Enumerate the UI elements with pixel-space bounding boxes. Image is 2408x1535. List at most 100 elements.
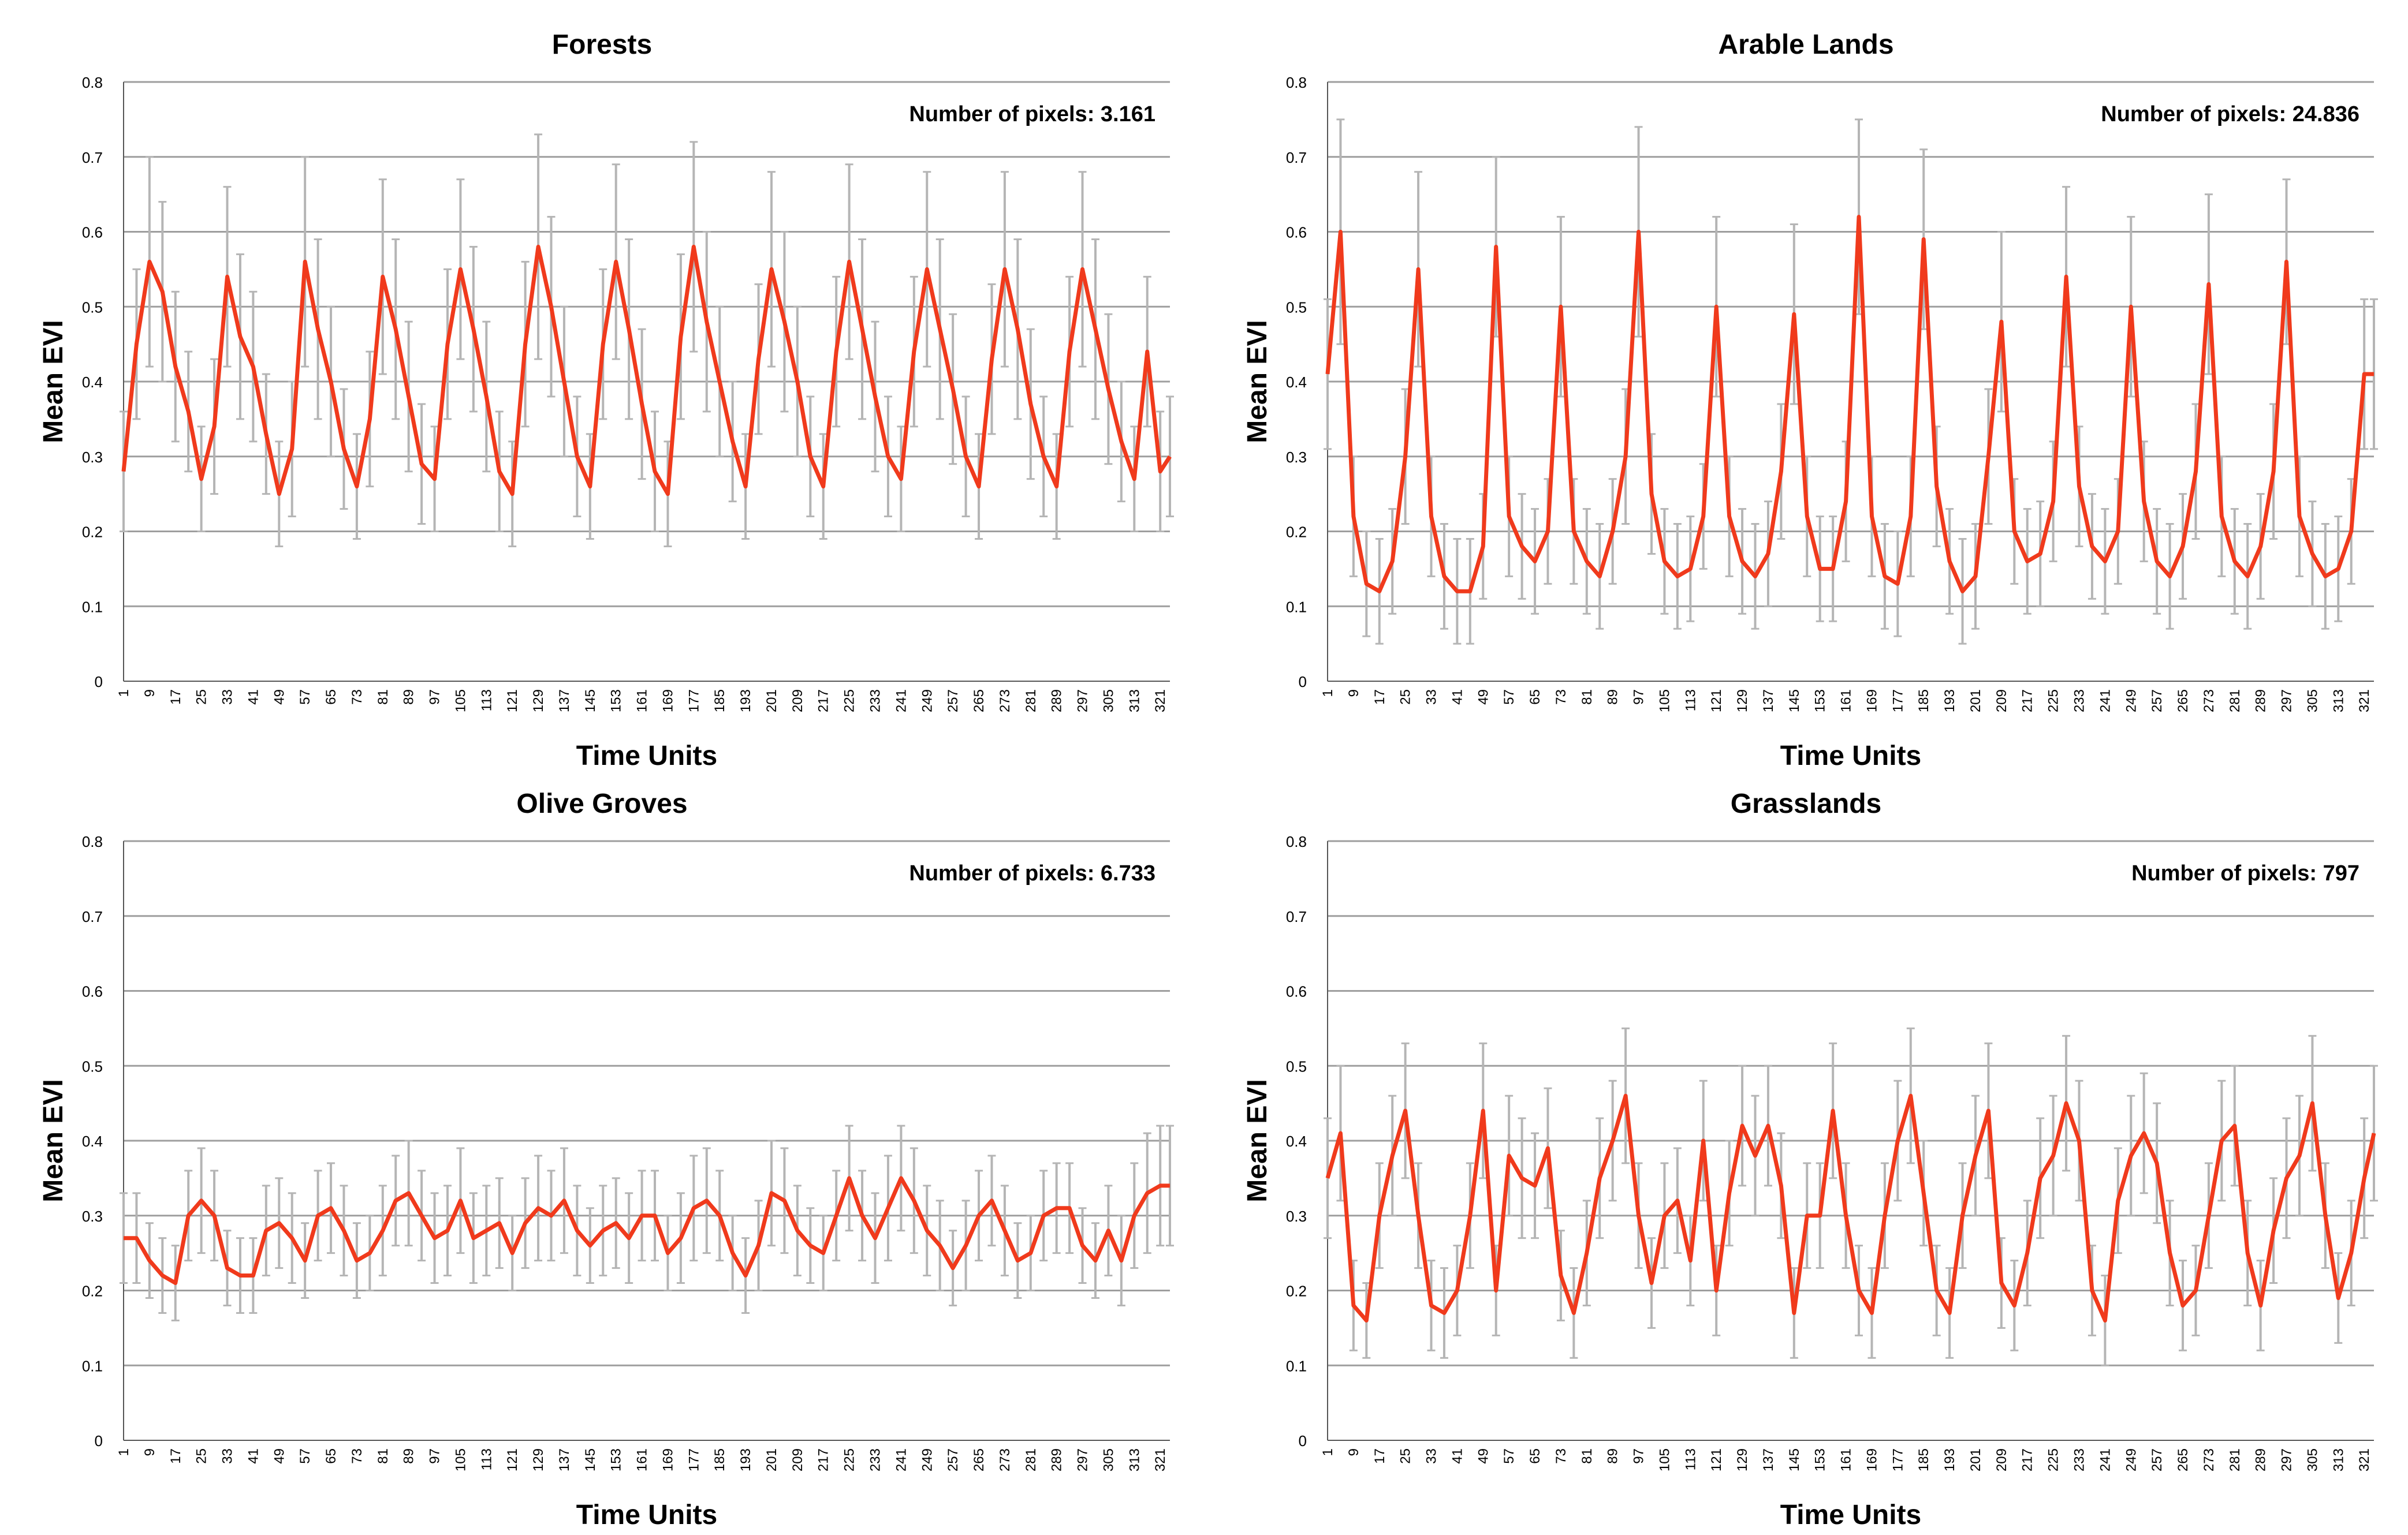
x-tick-label: 1: [116, 1448, 132, 1456]
y-tick-label: 0.5: [82, 1058, 103, 1075]
x-tick-label: 81: [375, 1448, 391, 1464]
x-tick-label: 177: [686, 689, 702, 712]
x-tick-label: 201: [764, 689, 780, 712]
y-tick-label: 0.7: [82, 149, 103, 166]
x-tick-label: 137: [557, 1448, 572, 1471]
chart-title: Grasslands: [1730, 789, 1882, 819]
x-tick-label: 169: [660, 1448, 676, 1471]
x-tick-label: 153: [1813, 1448, 1828, 1471]
x-tick-label: 17: [168, 1448, 184, 1464]
x-axis-title: Time Units: [1780, 1500, 1922, 1530]
pixel-count-annotation: Number of pixels: 797: [2131, 861, 2359, 886]
x-tick-label: 49: [1475, 1448, 1491, 1464]
x-tick-label: 113: [1683, 1448, 1698, 1470]
y-tick-label: 0.6: [82, 983, 103, 1000]
x-tick-label: 97: [1631, 689, 1647, 705]
y-tick-label: 0: [95, 673, 103, 690]
x-tick-label: 9: [142, 689, 158, 697]
x-tick-label: 289: [1049, 689, 1065, 712]
x-tick-label: 129: [1735, 1448, 1750, 1471]
x-tick-label: 81: [375, 689, 391, 705]
y-tick-label: 0.8: [1286, 833, 1307, 850]
x-tick-label: 241: [2097, 1448, 2113, 1471]
x-tick-label: 177: [1890, 689, 1906, 712]
x-tick-label: 281: [2227, 1448, 2243, 1471]
x-tick-label: 265: [2175, 1448, 2191, 1471]
x-tick-label: 25: [194, 1448, 210, 1464]
x-tick-label: 57: [297, 689, 313, 705]
x-tick-label: 257: [2149, 689, 2165, 712]
x-tick-label: 217: [816, 1448, 832, 1471]
x-tick-label: 201: [1968, 1448, 1984, 1471]
x-tick-label: 57: [1501, 689, 1517, 705]
x-tick-label: 241: [2097, 689, 2113, 712]
x-tick-label: 193: [1942, 1448, 1958, 1471]
x-tick-label: 321: [1153, 1448, 1168, 1471]
x-tick-label: 105: [1657, 1448, 1672, 1471]
x-tick-label: 65: [323, 1448, 339, 1464]
x-tick-label: 313: [2331, 689, 2346, 712]
x-tick-label: 217: [816, 689, 832, 712]
x-tick-label: 145: [1787, 689, 1802, 712]
x-tick-label: 41: [245, 1448, 261, 1464]
x-tick-label: 65: [1527, 1448, 1543, 1464]
x-tick-label: 225: [2046, 689, 2062, 712]
x-tick-label: 169: [1864, 1448, 1880, 1471]
y-tick-label: 0.1: [1286, 1357, 1307, 1375]
y-tick-label: 0.6: [1286, 224, 1307, 241]
x-axis-title: Time Units: [576, 1500, 718, 1530]
y-tick-label: 0.1: [1286, 598, 1307, 615]
y-tick-label: 0.2: [82, 524, 103, 541]
x-tick-label: 233: [2071, 1448, 2087, 1471]
x-tick-label: 105: [1657, 689, 1672, 712]
y-tick-label: 0.1: [82, 598, 103, 615]
x-tick-label: 177: [1890, 1448, 1906, 1471]
x-tick-label: 249: [919, 689, 935, 712]
x-tick-label: 113: [479, 1448, 494, 1470]
x-tick-label: 289: [2253, 1448, 2269, 1471]
x-tick-label: 305: [1101, 1448, 1116, 1471]
y-axis-title: Mean EVI: [1242, 1079, 1273, 1202]
x-tick-label: 137: [1761, 689, 1776, 712]
x-tick-label: 73: [1553, 689, 1569, 705]
x-tick-label: 257: [945, 689, 961, 712]
x-tick-label: 145: [583, 1448, 598, 1471]
y-tick-label: 0.3: [82, 449, 103, 466]
y-tick-label: 0.4: [82, 1133, 103, 1150]
plot-area: 0 0.1 0.2 0.3 0.4 0.5 0.6 0.7 0.8 1 9 17 25 33 41 49 57 6…: [1242, 833, 2378, 1530]
x-tick-label: 57: [297, 1448, 313, 1464]
y-tick-label: 0.8: [1286, 74, 1307, 91]
x-tick-label: 41: [1449, 1448, 1465, 1464]
x-tick-label: 161: [1839, 689, 1854, 712]
x-tick-label: 33: [220, 1448, 236, 1464]
x-tick-label: 297: [2279, 689, 2295, 712]
x-tick-label: 9: [142, 1448, 158, 1456]
y-tick-label: 0.3: [1286, 449, 1307, 466]
x-tick-label: 265: [971, 689, 987, 712]
x-tick-label: 161: [635, 1448, 650, 1471]
x-tick-label: 273: [2201, 689, 2217, 712]
x-tick-label: 49: [271, 1448, 287, 1464]
y-tick-label: 0.1: [82, 1357, 103, 1375]
x-tick-label: 161: [1839, 1448, 1854, 1471]
x-tick-label: 65: [323, 689, 339, 705]
y-tick-label: 0.4: [1286, 374, 1307, 391]
x-tick-label: 137: [1761, 1448, 1776, 1471]
plot-area: 0 0.1 0.2 0.3 0.4 0.5 0.6 0.7 0.8 1 9 17 25 33 41 49 57 6…: [1242, 74, 2378, 771]
x-tick-label: 49: [271, 689, 287, 705]
chart-panel-forests: Forests 0 0.1 0.2 0.3 0.4 0.5 0.6 0.7 0.8 1 9 17 25 3…: [0, 0, 1204, 771]
mean-evi-line: [1325, 1093, 2376, 1323]
x-tick-label: 57: [1501, 1448, 1517, 1464]
y-tick-label: 0.8: [82, 833, 103, 850]
x-tick-label: 297: [2279, 1448, 2295, 1471]
x-tick-label: 121: [505, 689, 520, 712]
x-tick-label: 25: [194, 689, 210, 705]
mean-evi-line: [1325, 215, 2374, 593]
chart-title: Forests: [551, 29, 653, 60]
x-tick-label: 97: [427, 689, 443, 705]
y-tick-label: 0.3: [1286, 1208, 1307, 1225]
x-tick-label: 113: [479, 689, 494, 711]
y-axis-title: Mean EVI: [38, 1079, 69, 1202]
x-tick-label: 113: [1683, 689, 1698, 711]
